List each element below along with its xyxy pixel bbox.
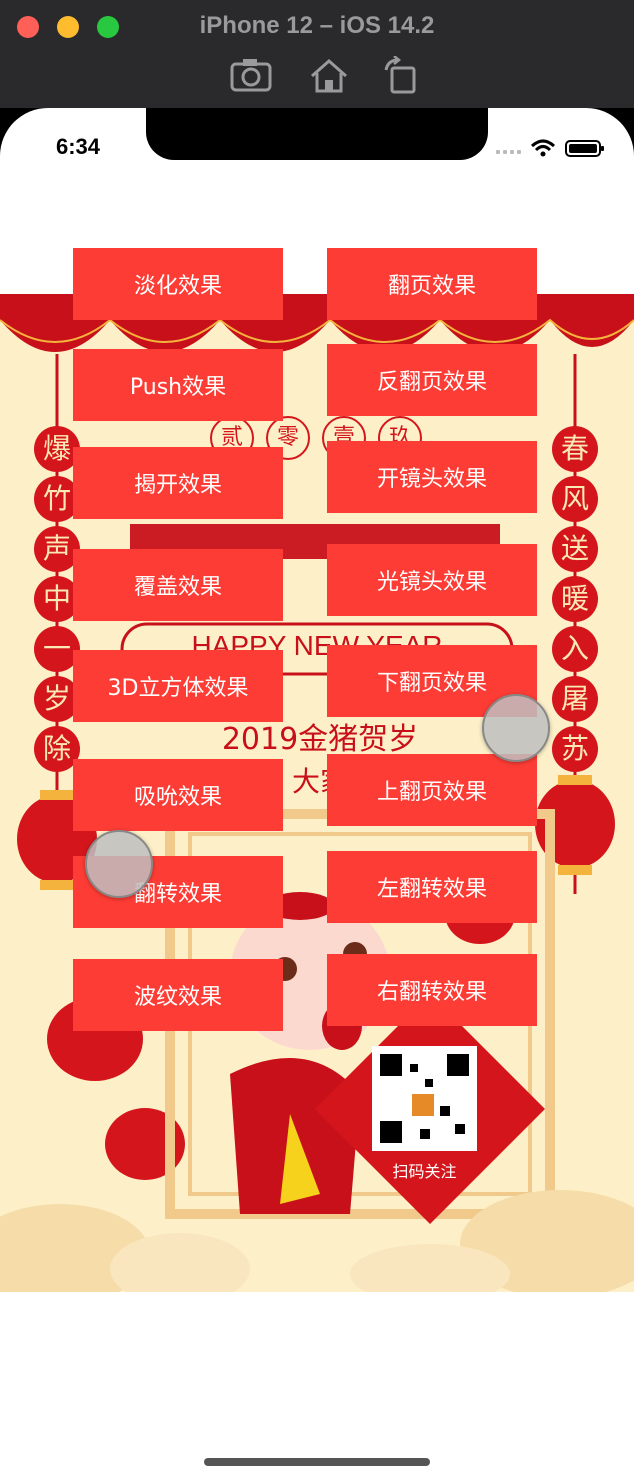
- couplet-left-char: 竹: [34, 476, 80, 522]
- button-page-curl[interactable]: 翻页效果: [327, 248, 537, 320]
- rotate-icon[interactable]: [380, 56, 424, 96]
- couplet-left-char: 岁: [34, 676, 80, 722]
- close-window-button[interactable]: [17, 16, 39, 38]
- touch-indicator: [482, 694, 550, 762]
- button-cube-effect[interactable]: 3D立方体效果: [73, 650, 283, 722]
- simulator-titlebar: iPhone 12 – iOS 14.2: [0, 0, 634, 108]
- button-page-up[interactable]: 上翻页效果: [327, 754, 537, 826]
- screenshot-icon[interactable]: [229, 56, 273, 96]
- status-time: 6:34: [56, 134, 101, 159]
- wifi-icon: [530, 139, 556, 152]
- couplet-right-char: 春: [552, 426, 598, 472]
- qr-caption: 扫码关注: [392, 1162, 457, 1181]
- notch: [146, 108, 488, 160]
- couplet-left-char: 声: [34, 526, 80, 572]
- button-flip-left[interactable]: 左翻转效果: [327, 851, 537, 923]
- couplet-left-char: 一: [34, 626, 80, 672]
- button-push-effect[interactable]: Push效果: [73, 349, 283, 421]
- status-icons: [496, 139, 604, 157]
- button-suck-effect[interactable]: 吸吮效果: [73, 759, 283, 831]
- home-indicator[interactable]: [204, 1458, 430, 1466]
- poster-subtitle: 2019金猪贺岁: [221, 722, 419, 757]
- couplet-left-char: 爆: [34, 426, 80, 472]
- button-camera-iris-light[interactable]: 光镜头效果: [327, 544, 537, 616]
- couplet-right-char: 屠: [552, 676, 598, 722]
- button-flip-right[interactable]: 右翻转效果: [327, 954, 537, 1026]
- window-title: iPhone 12 – iOS 14.2: [199, 12, 435, 39]
- phone-screen: 6:34: [0, 108, 634, 1480]
- home-icon[interactable]: [307, 56, 351, 96]
- minimize-window-button[interactable]: [57, 16, 79, 38]
- couplet-left-char: 除: [34, 726, 80, 772]
- year-circle: 零: [266, 416, 310, 460]
- couplet-right-char: 苏: [552, 726, 598, 772]
- couplet-right-char: 入: [552, 626, 598, 672]
- button-fade-effect[interactable]: 淡化效果: [73, 248, 283, 320]
- button-page-uncurl[interactable]: 反翻页效果: [327, 344, 537, 416]
- button-cover-effect[interactable]: 覆盖效果: [73, 549, 283, 621]
- touch-indicator: [85, 830, 153, 898]
- couplet-right-char: 风: [552, 476, 598, 522]
- button-reveal-effect[interactable]: 揭开效果: [73, 447, 283, 519]
- signal-icon: [496, 150, 521, 154]
- couplet-right-char: 送: [552, 526, 598, 572]
- zoom-window-button[interactable]: [97, 16, 119, 38]
- button-camera-iris-open[interactable]: 开镜头效果: [327, 441, 537, 513]
- couplet-right-char: 暖: [552, 576, 598, 622]
- battery-icon: [565, 140, 604, 157]
- couplet-left-char: 中: [34, 576, 80, 622]
- button-ripple-effect[interactable]: 波纹效果: [73, 959, 283, 1031]
